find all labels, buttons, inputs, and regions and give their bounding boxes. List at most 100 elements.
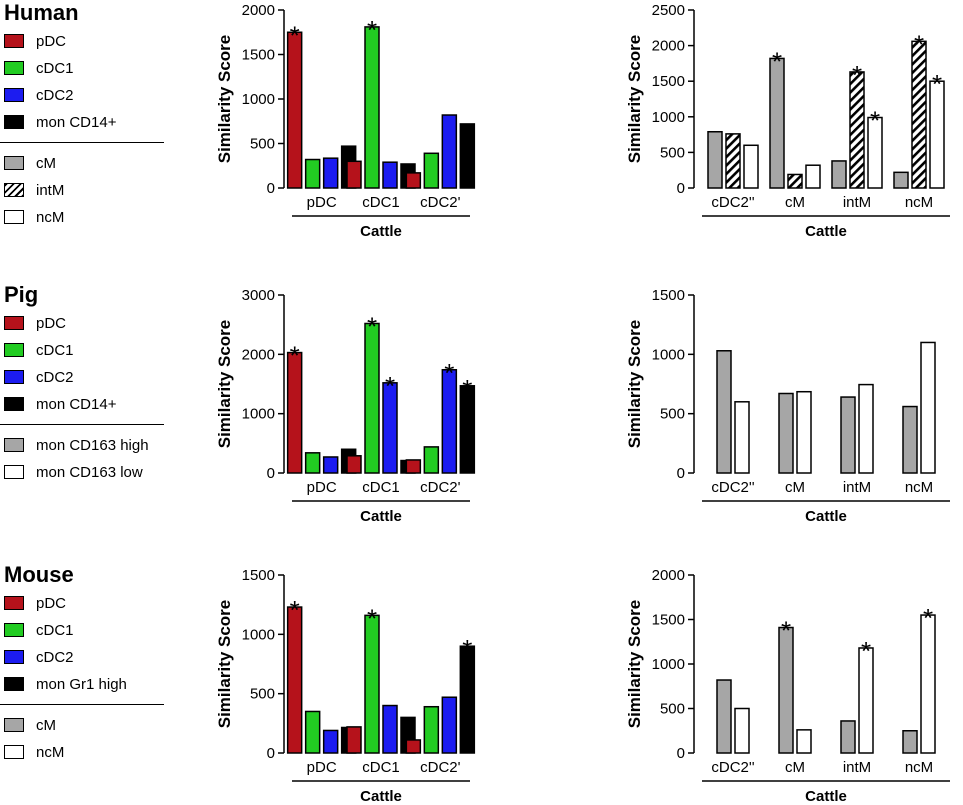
significance-marker: * <box>367 603 377 633</box>
x-tick-label: ncM <box>905 194 933 211</box>
bar <box>920 614 936 754</box>
bar <box>346 726 362 754</box>
legend-swatch <box>4 316 24 330</box>
x-tick-label: cDC2'' <box>711 194 754 211</box>
bar <box>796 729 812 754</box>
legend-label: cDC1 <box>36 59 74 77</box>
bar <box>778 626 794 754</box>
legend-item: mon Gr1 high <box>4 673 127 695</box>
y-tick-label: 0 <box>677 745 685 762</box>
bar <box>364 26 380 189</box>
legend-divider <box>0 424 164 425</box>
y-axis-label: Similarity Score <box>215 35 234 164</box>
x-axis-label: Cattle <box>805 223 847 240</box>
significance-marker: * <box>914 29 924 59</box>
legend-label: mon CD163 low <box>36 463 143 481</box>
y-tick-label: 1000 <box>652 109 685 126</box>
x-tick-label: intM <box>843 759 871 776</box>
bar <box>902 730 918 754</box>
legend-swatch <box>4 61 24 75</box>
x-tick-label: cDC1 <box>362 759 400 776</box>
significance-marker: * <box>772 46 782 76</box>
legend-item: cM <box>4 152 56 174</box>
significance-marker: * <box>290 341 300 371</box>
legend-label: mon CD163 high <box>36 436 149 454</box>
x-tick-label: cDC1 <box>362 479 400 496</box>
chart-human-dc: 0 500 1000 1500 2000 Similarity Score * pDC * cDC… <box>215 2 476 240</box>
x-tick-label: intM <box>843 479 871 496</box>
bar <box>778 392 794 474</box>
legend-label: cDC2 <box>36 368 74 386</box>
significance-marker: * <box>462 374 472 404</box>
x-tick-label: cM <box>785 759 805 776</box>
legend-swatch <box>4 183 24 197</box>
y-tick-label: 0 <box>267 180 275 197</box>
significance-marker: * <box>923 603 933 633</box>
significance-marker: * <box>870 106 880 136</box>
bar <box>405 172 422 189</box>
bar <box>459 385 476 474</box>
bar <box>382 161 398 189</box>
x-tick-label: cDC2' <box>420 479 461 496</box>
x-axis-label: Cattle <box>360 223 402 240</box>
chart-pig-dc: 0 1000 2000 3000 Similarity Score * pDC * * cDC1 *… <box>215 287 476 525</box>
legend-swatch <box>4 677 24 691</box>
significance-marker: * <box>932 69 942 99</box>
bar <box>459 123 476 189</box>
legend-label: cM <box>36 154 56 172</box>
bar <box>716 679 732 754</box>
x-tick-label: pDC <box>307 479 337 496</box>
x-tick-label: cDC2'' <box>711 759 754 776</box>
legend-item: ncM <box>4 741 64 763</box>
bar <box>286 606 303 754</box>
legend-label: cDC1 <box>36 621 74 639</box>
bar <box>734 401 750 474</box>
bar <box>911 40 927 189</box>
legend-swatch <box>4 623 24 637</box>
y-axis-label: Similarity Score <box>625 600 644 729</box>
significance-marker: * <box>385 371 395 401</box>
chart-mouse-mono: 0 500 1000 1500 2000 Similarity Score cDC2'' * c… <box>625 567 950 805</box>
y-axis-label: Similarity Score <box>625 320 644 449</box>
legend-item: pDC <box>4 30 66 52</box>
y-tick-label: 0 <box>267 745 275 762</box>
bar <box>364 322 380 474</box>
bar <box>769 57 785 189</box>
bar <box>831 160 847 189</box>
legend-item: cDC1 <box>4 619 74 641</box>
legend-swatch <box>4 210 24 224</box>
legend-mouse: Mouse pDC cDC1 cDC2 mon Gr1 high cM ncM <box>0 562 190 782</box>
x-tick-label: cDC2'' <box>711 479 754 496</box>
x-tick-label: cM <box>785 479 805 496</box>
species-title: Pig <box>4 282 39 307</box>
legend-swatch <box>4 596 24 610</box>
bar <box>716 350 732 474</box>
bar <box>787 173 803 189</box>
y-tick-label: 500 <box>660 144 685 161</box>
significance-marker: * <box>852 60 862 90</box>
bar <box>805 164 821 189</box>
legend-item: cDC2 <box>4 84 74 106</box>
significance-marker: * <box>290 20 300 50</box>
bar <box>304 158 321 189</box>
legend-swatch <box>4 397 24 411</box>
y-tick-label: 500 <box>250 686 275 703</box>
y-tick-label: 1000 <box>242 91 275 108</box>
bar <box>346 160 362 189</box>
y-axis-label: Similarity Score <box>215 320 234 449</box>
bar <box>929 80 945 189</box>
legend-item: ncM <box>4 206 64 228</box>
y-tick-label: 1500 <box>242 47 275 64</box>
legend-item: cM <box>4 714 56 736</box>
bar <box>441 369 458 474</box>
legend-label: mon Gr1 high <box>36 675 127 693</box>
y-tick-label: 3000 <box>242 287 275 304</box>
bar <box>423 446 440 474</box>
significance-marker: * <box>290 595 300 625</box>
legend-item: mon CD163 high <box>4 434 149 456</box>
bar <box>286 31 303 189</box>
legend-item: cDC1 <box>4 339 74 361</box>
y-tick-label: 1000 <box>242 406 275 423</box>
legend-label: pDC <box>36 32 67 50</box>
legend-item: mon CD163 low <box>4 461 143 483</box>
